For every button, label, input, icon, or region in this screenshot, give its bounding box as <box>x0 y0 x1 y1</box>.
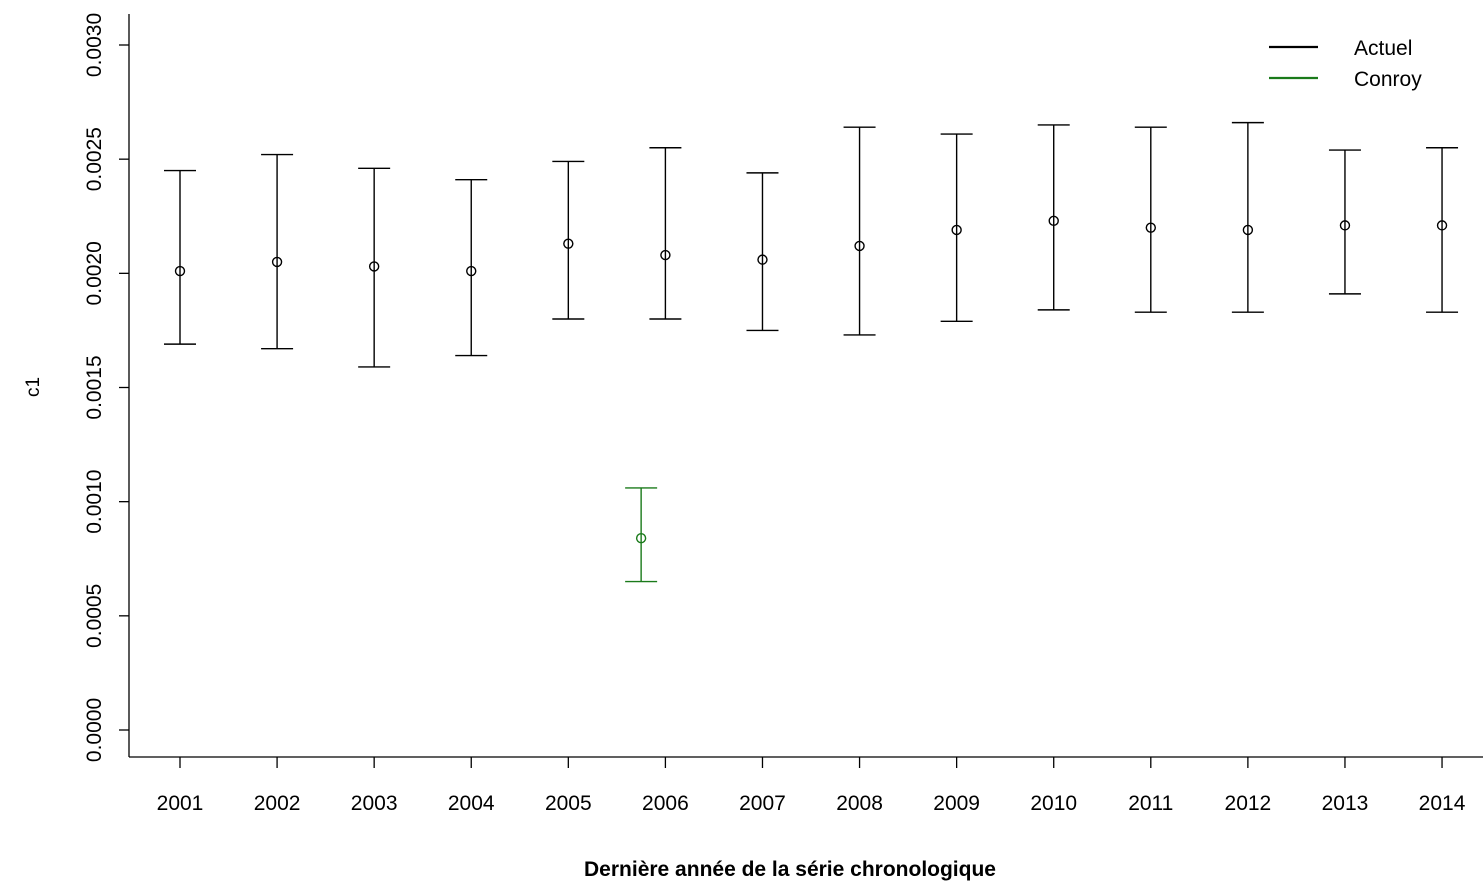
data-point <box>757 254 768 265</box>
data-point <box>368 261 380 272</box>
y-tick-label: 0.0000 <box>83 698 106 762</box>
legend-label: Conroy <box>1354 68 1422 91</box>
y-axis-title: c1 <box>23 377 44 397</box>
x-tick-label: 2006 <box>642 792 689 815</box>
data-point <box>951 224 962 236</box>
data-point <box>1436 220 1448 231</box>
data-point <box>854 240 865 252</box>
x-tick-label: 2009 <box>933 792 980 815</box>
data-point <box>1048 215 1059 227</box>
series-conroy <box>625 487 658 583</box>
x-tick-label: 2005 <box>545 792 592 815</box>
x-tick-label: 2002 <box>254 792 301 815</box>
data-point <box>563 238 574 249</box>
data-point <box>174 265 186 277</box>
data-point <box>635 533 647 544</box>
legend-label: Actuel <box>1354 37 1412 60</box>
series-actuel <box>164 121 1459 368</box>
x-tick-label: 2010 <box>1030 792 1077 815</box>
data-point <box>271 256 283 268</box>
y-axis: 0.0000 0.0005 0.0010 0.0015 0.0020 0.0025 0.00… <box>83 13 130 762</box>
chart-marks <box>164 121 1459 583</box>
x-tick-label: 2014 <box>1419 792 1466 815</box>
x-tick-label: 2013 <box>1322 792 1369 815</box>
x-tick-label: 2008 <box>836 792 883 815</box>
x-tick-label: 2007 <box>739 792 786 815</box>
y-tick-label: 0.0030 <box>83 13 106 77</box>
legend: Actuel Conroy <box>1269 37 1422 91</box>
x-tick-label: 2012 <box>1225 792 1272 815</box>
y-tick-label: 0.0010 <box>83 470 106 534</box>
data-point <box>660 249 671 261</box>
x-axis-title: Dernière année de la série chronologique <box>584 858 996 881</box>
y-tick-label: 0.0005 <box>83 584 106 648</box>
x-tick-label: 2011 <box>1128 792 1173 815</box>
y-tick-label: 0.0020 <box>83 241 106 305</box>
y-tick-label: 0.0015 <box>83 355 106 419</box>
data-point <box>1145 222 1157 233</box>
x-axis: 2001 2002 2003 2004 2005 2006 2007 2008 2009 2010… <box>129 756 1483 815</box>
data-point <box>1339 220 1351 231</box>
y-tick-label: 0.0025 <box>83 127 106 191</box>
x-tick-label: 2003 <box>351 792 398 815</box>
x-tick-label: 2001 <box>157 792 204 815</box>
data-point <box>466 265 477 277</box>
x-tick-label: 2004 <box>448 792 495 815</box>
data-point <box>1242 224 1254 236</box>
